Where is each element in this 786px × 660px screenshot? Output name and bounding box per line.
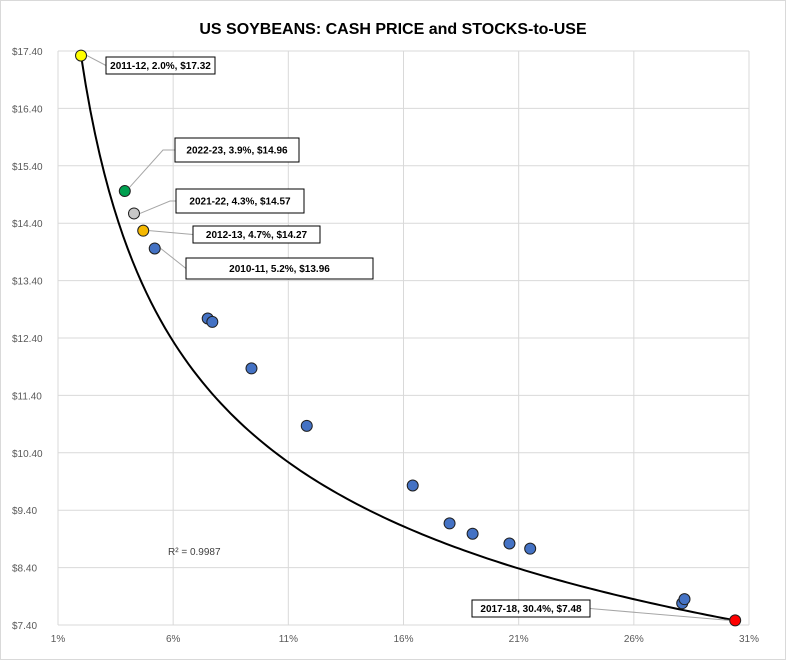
y-tick-label: $17.40	[12, 47, 43, 58]
y-tick-label: $12.40	[12, 334, 43, 345]
data-point	[406, 479, 419, 492]
data-point	[148, 242, 161, 255]
x-tick-label: 1%	[51, 634, 66, 645]
data-point	[503, 537, 516, 550]
data-point	[137, 224, 150, 237]
data-point	[678, 593, 691, 606]
y-tick-label: $16.40	[12, 104, 43, 115]
annotation-box	[192, 225, 321, 244]
x-tick-label: 21%	[509, 634, 529, 645]
y-tick-label: $7.40	[12, 621, 37, 632]
annotation-label: 2022-23, 3.9%, $14.96	[186, 146, 288, 157]
annotation-label: 2017-18, 30.4%, $7.48	[480, 604, 582, 615]
data-point	[118, 185, 131, 198]
annotations: 2011-12, 2.0%, $17.32 2022-23, 3.9%, $14.…	[105, 56, 591, 618]
x-tick-label: 11%	[279, 634, 298, 645]
data-point	[466, 527, 479, 540]
x-tick-label: 31%	[739, 634, 759, 645]
annotation-leader	[86, 55, 107, 66]
annotation-leader	[129, 149, 175, 188]
annotation-box	[175, 188, 305, 214]
y-tick-label: $9.40	[12, 506, 37, 517]
gridlines	[57, 50, 750, 626]
annotation-leaders	[86, 55, 730, 621]
x-tick-label: 16%	[393, 634, 413, 645]
data-point	[443, 517, 456, 530]
annotation-box	[185, 257, 374, 280]
data-point	[524, 542, 537, 555]
data-point	[729, 614, 742, 627]
data-point	[128, 207, 141, 220]
trendline-layer	[80, 55, 736, 622]
x-tick-label: 6%	[166, 634, 181, 645]
annotation-box	[174, 137, 300, 163]
data-points	[75, 49, 742, 627]
data-point	[75, 49, 88, 62]
y-tick-label: $14.40	[12, 219, 43, 230]
r-squared-label: R² = 0.9987	[168, 547, 221, 558]
chart-title: US SOYBEANS: CASH PRICE and STOCKS-to-US…	[199, 21, 587, 38]
annotation-leader	[589, 608, 730, 621]
annotation-leader	[139, 200, 176, 214]
data-point	[206, 315, 219, 328]
y-tick-label: $10.40	[12, 449, 43, 460]
annotation-label: 2011-12, 2.0%, $17.32	[110, 61, 211, 72]
data-point	[300, 419, 313, 432]
power-trendline	[80, 55, 736, 622]
x-axis-ticks: 1% 6% 11% 16% 21% 26% 31%	[51, 634, 759, 645]
x-tick-label: 26%	[624, 634, 644, 645]
annotation-box	[471, 599, 591, 618]
y-tick-label: $11.40	[12, 391, 42, 402]
y-axis-ticks: $17.40 $16.40 $15.40 $14.40 $13.40 $12.40 $11.…	[12, 47, 43, 632]
annotation-label: 2010-11, 5.2%, $13.96	[229, 264, 330, 275]
annotation-label: 2012-13, 4.7%, $14.27	[206, 230, 308, 241]
annotation-label: 2021-22, 4.3%, $14.57	[189, 197, 291, 208]
y-tick-label: $13.40	[12, 277, 43, 288]
data-point	[245, 362, 258, 375]
y-tick-label: $15.40	[12, 162, 43, 173]
y-tick-label: $8.40	[12, 564, 37, 575]
annotation-box	[105, 56, 216, 75]
annotation-leader	[160, 248, 187, 269]
annotation-leader	[149, 230, 194, 235]
